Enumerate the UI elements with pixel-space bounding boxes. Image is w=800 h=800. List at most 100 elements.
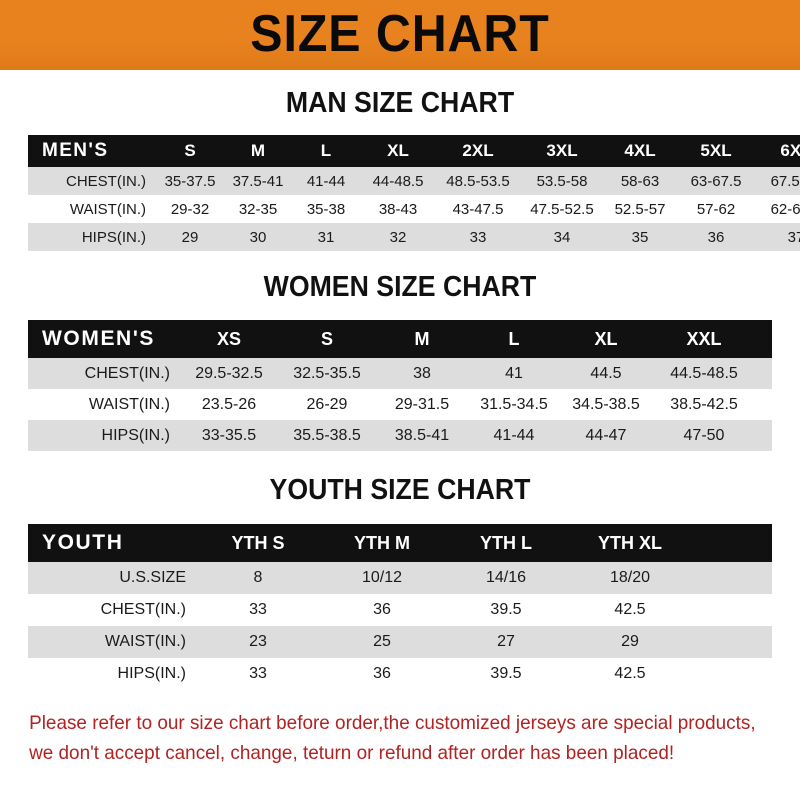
women-waist-xs: 23.5-26 bbox=[201, 395, 257, 413]
youth-col-header-xl: YTH XL bbox=[597, 532, 662, 553]
youth-corner-label: YOUTH bbox=[42, 531, 124, 554]
men-chest-4xl: 58-63 bbox=[620, 172, 660, 190]
men-waist-4xl: 52.5-57 bbox=[614, 200, 666, 218]
men-chest-6xl: 67.5-72 bbox=[770, 172, 800, 190]
youth-col-header-spacer bbox=[692, 524, 772, 562]
women-col-header-xs: XS bbox=[216, 328, 241, 349]
table-row: CHEST(IN.) 29.5-32.5 32.5-35.5 38 41 44.… bbox=[28, 358, 772, 389]
women-size-table: WOMEN'S XS S M L XL XXL CHEST(IN.) 29.5-… bbox=[28, 320, 772, 451]
women-hips-xs: 33-35.5 bbox=[201, 426, 257, 444]
youth-hips-xl: 42.5 bbox=[614, 665, 646, 682]
table-row: HIPS(IN.) 33-35.5 35.5-38.5 38.5-41 41-4… bbox=[28, 420, 772, 451]
women-hips-xl: 44-47 bbox=[585, 426, 627, 444]
women-chest-spacer bbox=[756, 358, 772, 389]
men-hips-5xl: 36 bbox=[707, 228, 725, 246]
table-row: HIPS(IN.) 29 30 31 32 33 34 35 36 37 bbox=[28, 223, 800, 251]
order-policy-note: Please refer to our size chart before or… bbox=[0, 708, 776, 768]
men-chest-2xl: 48.5-53.5 bbox=[446, 172, 510, 190]
table-row: CHEST(IN.) 35-37.5 37.5-41 41-44 44-48.5… bbox=[28, 167, 800, 195]
table-row: CHEST(IN.) 33 36 39.5 42.5 bbox=[28, 594, 772, 626]
men-col-header-2xl: 2XL bbox=[462, 141, 494, 160]
men-chest-m: 37.5-41 bbox=[232, 172, 284, 190]
youth-col-header-s: YTH S bbox=[231, 532, 285, 553]
men-size-section: MAN SIZE CHART MEN'S S M L XL 2XL 3XL 4X… bbox=[0, 89, 800, 251]
table-row: WAIST(IN.) 23 25 27 29 bbox=[28, 626, 772, 658]
men-chest-3xl: 53.5-58 bbox=[536, 172, 588, 190]
order-policy-note-line2: we don't accept cancel, change, teturn o… bbox=[29, 742, 675, 765]
women-col-header-m: M bbox=[414, 328, 430, 349]
men-col-header-5xl: 5XL bbox=[700, 141, 732, 160]
men-chest-5xl: 63-67.5 bbox=[690, 172, 742, 190]
women-waist-xxl: 38.5-42.5 bbox=[670, 395, 738, 413]
men-col-header-s: S bbox=[184, 141, 196, 160]
order-policy-note-line1: Please refer to our size chart before or… bbox=[29, 712, 756, 734]
youth-waist-l: 27 bbox=[497, 633, 515, 650]
men-hips-3xl: 34 bbox=[553, 228, 571, 246]
youth-ussize-s: 8 bbox=[253, 569, 263, 586]
youth-hips-spacer bbox=[692, 658, 772, 690]
women-waist-l: 31.5-34.5 bbox=[480, 395, 548, 413]
youth-waist-m: 25 bbox=[373, 633, 391, 650]
youth-chest-m: 36 bbox=[373, 601, 391, 618]
men-waist-xl: 38-43 bbox=[378, 200, 418, 218]
table-row: WAIST(IN.) 29-32 32-35 35-38 38-43 43-47… bbox=[28, 195, 800, 223]
women-hips-xxl: 47-50 bbox=[683, 426, 725, 444]
men-row-label-hips: HIPS(IN.) bbox=[81, 228, 146, 246]
men-chest-l: 41-44 bbox=[306, 172, 346, 190]
women-waist-spacer bbox=[756, 389, 772, 420]
women-chest-l: 41 bbox=[505, 364, 523, 382]
men-section-title: MAN SIZE CHART bbox=[285, 87, 515, 119]
women-row-label-hips: HIPS(IN.) bbox=[101, 426, 170, 444]
women-section-title: WOMEN SIZE CHART bbox=[263, 271, 537, 303]
women-chest-xxl: 44.5-48.5 bbox=[670, 364, 738, 382]
women-col-header-xl: XL bbox=[594, 328, 618, 349]
women-col-header-l: L bbox=[508, 328, 520, 349]
men-size-table: MEN'S S M L XL 2XL 3XL 4XL 5XL 6XL CHEST… bbox=[28, 135, 800, 251]
men-waist-s: 29-32 bbox=[170, 200, 210, 218]
table-row: WAIST(IN.) 23.5-26 26-29 29-31.5 31.5-34… bbox=[28, 389, 772, 420]
men-col-header-l: L bbox=[320, 141, 332, 160]
men-waist-6xl: 62-66.5 bbox=[770, 200, 800, 218]
men-waist-2xl: 43-47.5 bbox=[452, 200, 504, 218]
men-col-header-4xl: 4XL bbox=[624, 141, 656, 160]
men-hips-s: 29 bbox=[181, 228, 199, 246]
men-hips-6xl: 37 bbox=[787, 228, 800, 246]
men-col-header-3xl: 3XL bbox=[546, 141, 578, 160]
women-chest-xl: 44.5 bbox=[590, 364, 622, 382]
women-waist-m: 29-31.5 bbox=[394, 395, 450, 413]
youth-waist-xl: 29 bbox=[621, 633, 639, 650]
youth-row-label-hips: HIPS(IN.) bbox=[117, 665, 186, 682]
women-hips-m: 38.5-41 bbox=[394, 426, 450, 444]
youth-chest-l: 39.5 bbox=[490, 601, 522, 618]
youth-waist-s: 23 bbox=[249, 633, 267, 650]
youth-ussize-m: 10/12 bbox=[361, 569, 403, 586]
women-corner-label: WOMEN'S bbox=[42, 327, 156, 350]
women-size-section: WOMEN SIZE CHART WOMEN'S XS S M L XL XXL… bbox=[0, 273, 800, 451]
page-title: SIZE CHART bbox=[250, 5, 550, 63]
men-waist-l: 35-38 bbox=[306, 200, 346, 218]
youth-hips-s: 33 bbox=[249, 665, 267, 682]
women-col-header-spacer bbox=[756, 320, 772, 358]
youth-size-section: YOUTH SIZE CHART YOUTH YTH S YTH M YTH L… bbox=[0, 476, 800, 690]
women-chest-xs: 29.5-32.5 bbox=[195, 364, 263, 382]
men-waist-3xl: 47.5-52.5 bbox=[530, 200, 594, 218]
men-hips-4xl: 35 bbox=[631, 228, 649, 246]
men-corner-label: MEN'S bbox=[42, 140, 109, 161]
women-hips-s: 35.5-38.5 bbox=[293, 426, 361, 444]
men-col-header-xl: XL bbox=[387, 141, 409, 160]
youth-hips-l: 39.5 bbox=[490, 665, 522, 682]
men-chest-xl: 44-48.5 bbox=[372, 172, 424, 190]
youth-ussize-xl: 18/20 bbox=[609, 569, 651, 586]
youth-chest-spacer bbox=[692, 594, 772, 626]
women-chest-m: 38 bbox=[413, 364, 431, 382]
women-hips-l: 41-44 bbox=[493, 426, 535, 444]
men-chest-s: 35-37.5 bbox=[164, 172, 216, 190]
men-table-header-row: MEN'S S M L XL 2XL 3XL 4XL 5XL 6XL bbox=[28, 135, 800, 167]
youth-col-header-l: YTH L bbox=[480, 532, 532, 553]
table-row: HIPS(IN.) 33 36 39.5 42.5 bbox=[28, 658, 772, 690]
men-hips-xl: 32 bbox=[389, 228, 407, 246]
women-col-header-xxl: XXL bbox=[686, 328, 722, 349]
men-row-label-chest: CHEST(IN.) bbox=[66, 172, 146, 190]
youth-section-title: YOUTH SIZE CHART bbox=[269, 474, 531, 506]
youth-table-header-row: YOUTH YTH S YTH M YTH L YTH XL bbox=[28, 524, 772, 562]
